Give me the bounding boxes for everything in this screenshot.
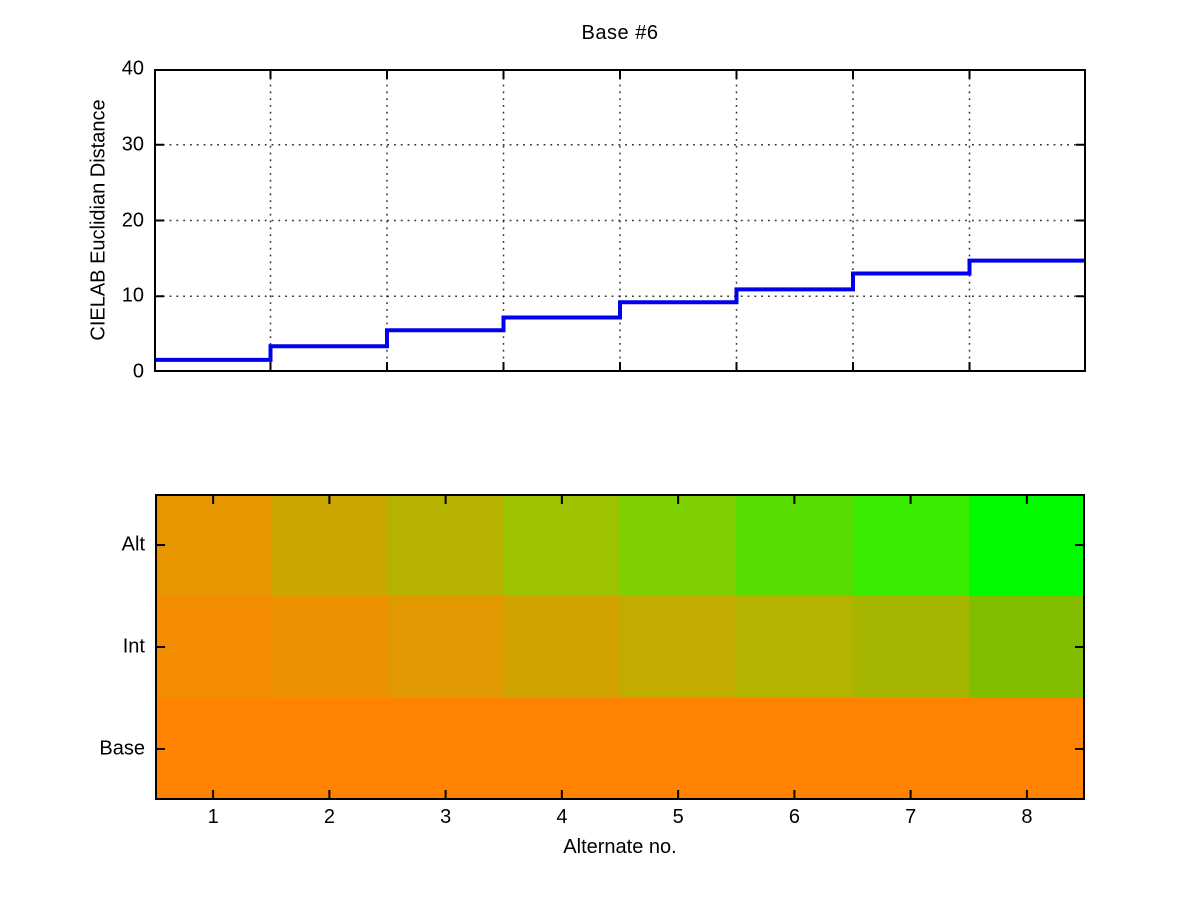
x-tick-label-5: 5 (672, 806, 684, 828)
heatmap-cell-alt-2 (271, 494, 388, 596)
heatmap-grid (155, 494, 1085, 800)
heatmap-cell-base-5 (620, 698, 737, 800)
heatmap-cell-alt-7 (852, 494, 969, 596)
x-tick-label-2: 2 (323, 806, 335, 828)
heatmap-ticks-svg (155, 494, 1085, 800)
heatmap-cell-int-6 (736, 596, 853, 698)
heatmap-cell-base-7 (852, 698, 969, 800)
stairs-line (154, 258, 1086, 362)
heatmap-cell-int-2 (271, 596, 388, 698)
y-tick-label: 30 (121, 133, 144, 156)
heatmap-cell-int-1 (155, 596, 272, 698)
x-tick-label-6: 6 (788, 806, 800, 828)
heatmap-axes-box (155, 494, 1085, 800)
heatmap-axes (155, 494, 1085, 800)
y-tick-label: 20 (121, 209, 144, 231)
x-tick-label-8: 8 (1021, 806, 1033, 828)
row-label-base: Base (99, 737, 145, 760)
chart-title: Base #6 (581, 22, 659, 44)
heatmap-cell-base-6 (736, 698, 853, 800)
heatmap-cell-alt-8 (968, 494, 1085, 596)
y-tick-label: 0 (132, 360, 144, 383)
heatmap-cell-alt-4 (503, 494, 620, 596)
heatmap-cell-base-3 (387, 698, 504, 800)
heatmap-cell-int-4 (503, 596, 620, 698)
heatmap-cell-base-8 (968, 698, 1085, 800)
heatmap-cell-int-7 (852, 596, 969, 698)
row-label-alt: Alt (121, 533, 145, 556)
stairs-plot-svg (154, 69, 1086, 372)
y-tick-label: 40 (121, 57, 144, 80)
heatmap-cell-int-3 (387, 596, 504, 698)
stairs-plot-axes (154, 69, 1086, 372)
y-tick-label: 10 (121, 284, 144, 307)
heatmap-cell-base-1 (155, 698, 272, 800)
heatmap-cell-alt-6 (736, 494, 853, 596)
x-tick-label-3: 3 (440, 806, 452, 828)
x-tick-label-4: 4 (556, 806, 568, 828)
axes-box (154, 69, 1086, 372)
row-label-int: Int (122, 635, 145, 658)
heatmap-cell-alt-5 (620, 494, 737, 596)
heatmap-cell-alt-1 (155, 494, 272, 596)
x-tick-label-1: 1 (207, 806, 219, 828)
heatmap-cell-int-8 (968, 596, 1085, 698)
heatmap-cell-alt-3 (387, 494, 504, 596)
x-tick-label-7: 7 (905, 806, 917, 828)
heatmap-cell-base-4 (503, 698, 620, 800)
x-axis-label: Alternate no. (563, 836, 677, 858)
heatmap-cell-int-5 (620, 596, 737, 698)
heatmap-cell-base-2 (271, 698, 388, 800)
